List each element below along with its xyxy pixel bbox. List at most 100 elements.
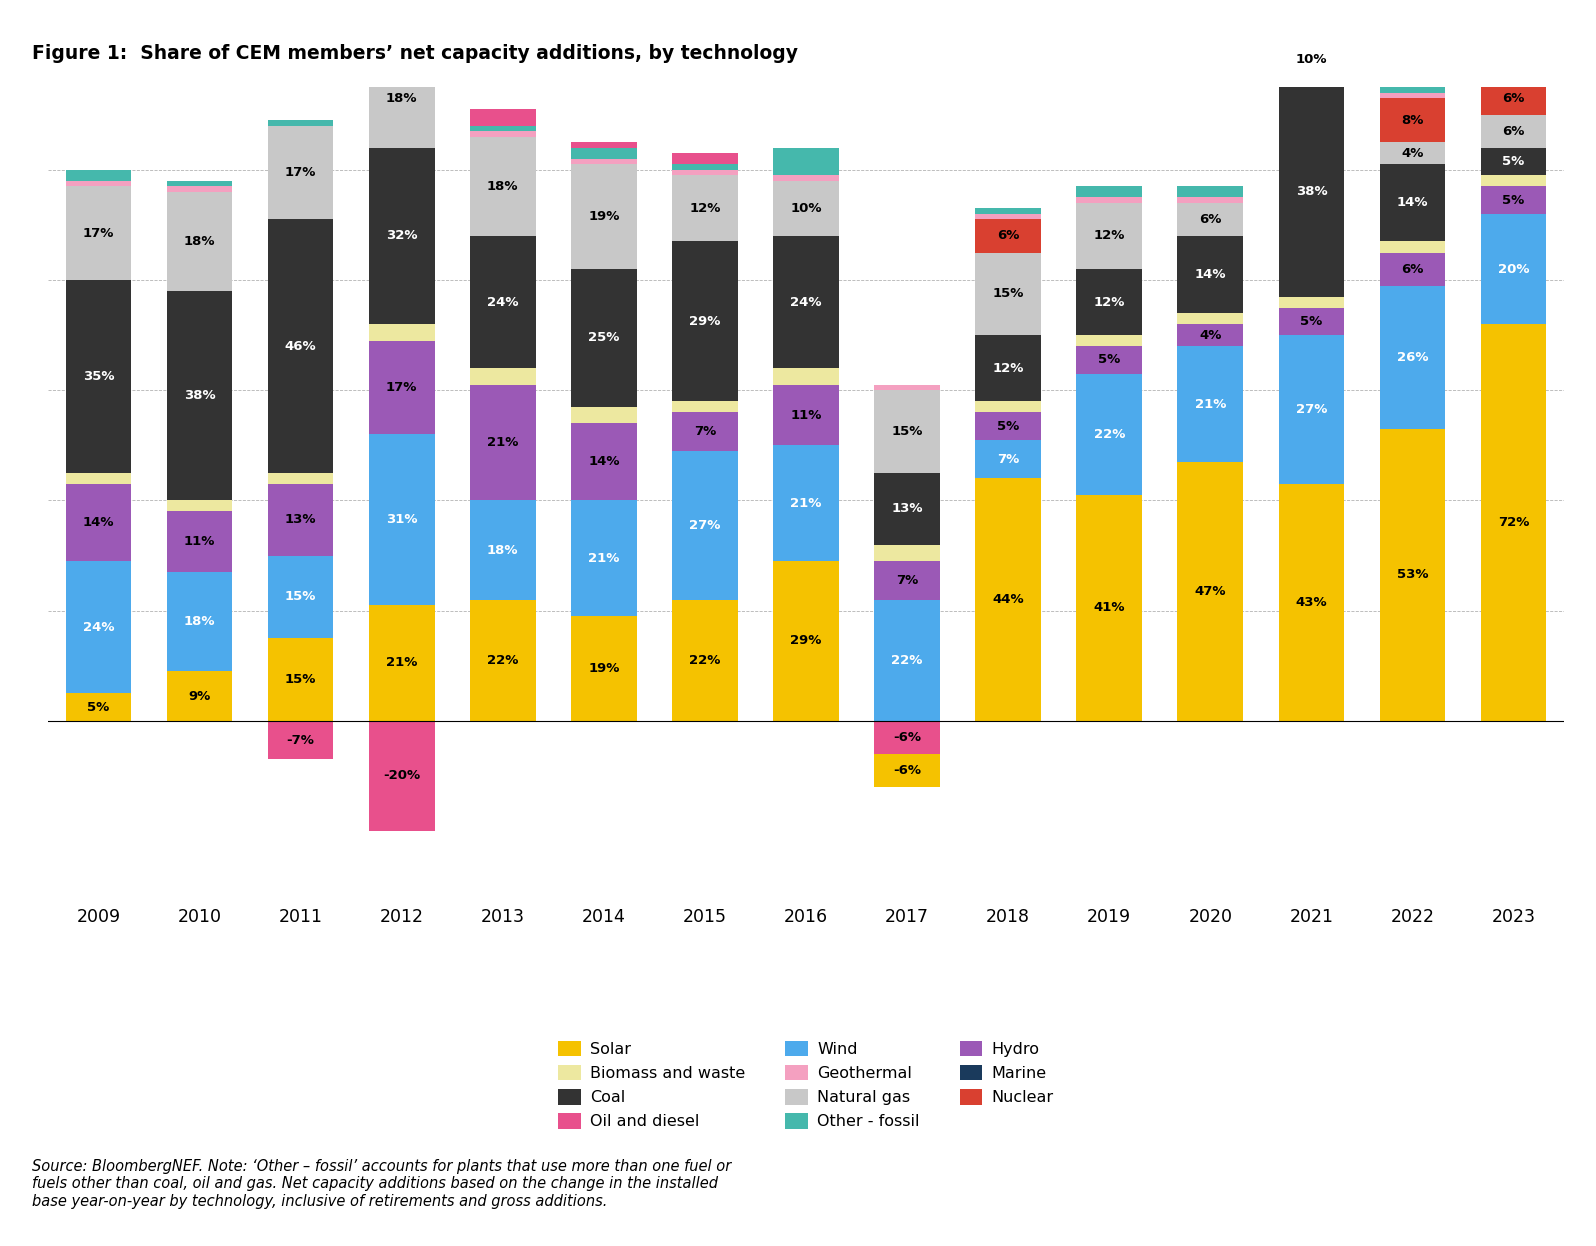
Text: 4%: 4%: [1401, 147, 1424, 159]
Text: 19%: 19%: [589, 211, 619, 223]
Text: 13%: 13%: [284, 513, 316, 526]
Text: 5%: 5%: [1301, 315, 1323, 328]
Text: 14%: 14%: [83, 516, 115, 530]
Bar: [672, 599, 737, 721]
Text: 22%: 22%: [1093, 427, 1125, 441]
Bar: [975, 401, 1041, 412]
Text: 17%: 17%: [83, 227, 113, 239]
Bar: [1379, 242, 1446, 253]
Text: 5%: 5%: [1098, 354, 1120, 366]
Text: 21%: 21%: [1195, 397, 1226, 410]
Bar: [369, 606, 434, 721]
Bar: [1481, 115, 1547, 148]
Text: 7%: 7%: [895, 574, 918, 587]
Text: 18%: 18%: [184, 616, 215, 628]
Bar: [772, 176, 839, 181]
Bar: [469, 385, 536, 501]
Bar: [1178, 324, 1243, 346]
Bar: [369, 49, 434, 148]
Text: 15%: 15%: [892, 425, 922, 439]
Text: 17%: 17%: [386, 381, 417, 394]
Bar: [672, 169, 737, 176]
Bar: [469, 369, 536, 385]
Text: 9%: 9%: [188, 689, 211, 703]
Text: 21%: 21%: [487, 436, 519, 449]
Bar: [875, 754, 940, 787]
Bar: [571, 164, 637, 269]
Bar: [65, 280, 131, 473]
Bar: [1379, 87, 1446, 92]
Text: 35%: 35%: [83, 370, 115, 383]
Text: 43%: 43%: [1296, 596, 1328, 609]
Bar: [975, 440, 1041, 478]
Bar: [469, 599, 536, 721]
Bar: [369, 435, 434, 606]
Bar: [975, 335, 1041, 401]
Text: 38%: 38%: [184, 389, 215, 402]
Bar: [571, 269, 637, 406]
Bar: [1076, 203, 1143, 269]
Bar: [1278, 32, 1344, 87]
Bar: [166, 187, 233, 192]
Legend: Solar, Biomass and waste, Coal, Oil and diesel, Wind, Geothermal, Natural gas, O: Solar, Biomass and waste, Coal, Oil and …: [552, 1034, 1060, 1136]
Text: -7%: -7%: [287, 734, 314, 746]
Text: 20%: 20%: [1497, 263, 1529, 275]
Bar: [875, 545, 940, 561]
Text: 41%: 41%: [1093, 602, 1125, 614]
Bar: [1278, 16, 1344, 26]
Bar: [975, 208, 1041, 214]
Bar: [469, 235, 536, 369]
Bar: [469, 126, 536, 131]
Text: 7%: 7%: [998, 452, 1020, 466]
Text: 24%: 24%: [790, 295, 822, 309]
Bar: [1379, 98, 1446, 142]
Text: 18%: 18%: [487, 179, 519, 193]
Bar: [1481, 82, 1547, 115]
Bar: [166, 572, 233, 672]
Bar: [1178, 197, 1243, 203]
Bar: [975, 412, 1041, 440]
Bar: [672, 451, 737, 599]
Bar: [1379, 429, 1446, 721]
Text: 17%: 17%: [286, 166, 316, 179]
Text: 10%: 10%: [1296, 54, 1328, 66]
Text: 29%: 29%: [689, 315, 720, 328]
Bar: [875, 385, 940, 390]
Text: 12%: 12%: [993, 361, 1023, 375]
Bar: [268, 556, 334, 638]
Bar: [469, 501, 536, 599]
Bar: [772, 148, 839, 176]
Bar: [166, 511, 233, 572]
Text: 25%: 25%: [589, 331, 619, 344]
Bar: [469, 131, 536, 137]
Bar: [369, 324, 434, 340]
Bar: [469, 110, 536, 126]
Bar: [1076, 197, 1143, 203]
Bar: [1379, 92, 1446, 98]
Bar: [268, 483, 334, 556]
Text: 53%: 53%: [1396, 568, 1428, 582]
Bar: [268, 126, 334, 219]
Bar: [166, 192, 233, 292]
Text: 27%: 27%: [689, 518, 720, 532]
Text: 15%: 15%: [286, 673, 316, 687]
Text: -6%: -6%: [894, 764, 921, 778]
Bar: [1481, 148, 1547, 176]
Text: 15%: 15%: [286, 591, 316, 603]
Text: Figure 1:  Share of CEM members’ net capacity additions, by technology: Figure 1: Share of CEM members’ net capa…: [32, 44, 798, 62]
Text: 12%: 12%: [1093, 295, 1125, 309]
Text: 24%: 24%: [83, 621, 115, 634]
Bar: [1481, 324, 1547, 721]
Bar: [1076, 495, 1143, 721]
Bar: [772, 385, 839, 445]
Bar: [571, 158, 637, 164]
Bar: [369, 148, 434, 324]
Bar: [672, 164, 737, 169]
Bar: [268, 121, 334, 126]
Text: Source: BloombergNEF. Note: ‘Other – fossil’ accounts for plants that use more t: Source: BloombergNEF. Note: ‘Other – fos…: [32, 1159, 731, 1209]
Bar: [1481, 187, 1547, 214]
Bar: [1076, 269, 1143, 335]
Bar: [772, 181, 839, 235]
Text: 14%: 14%: [587, 455, 619, 468]
Bar: [1481, 76, 1547, 82]
